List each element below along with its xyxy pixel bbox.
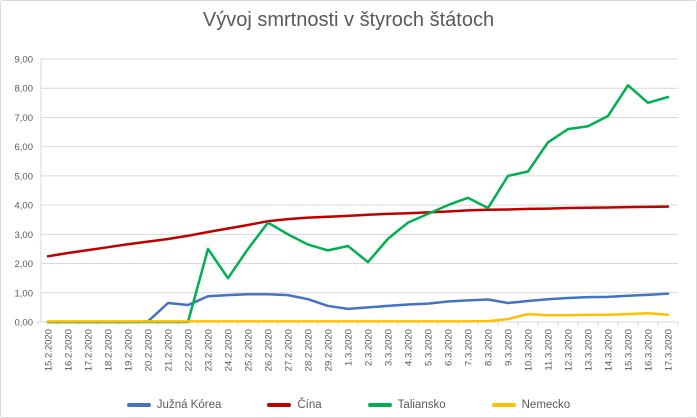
x-axis-label: 17.2.2020 xyxy=(84,329,95,371)
x-axis-label: 28.2.2020 xyxy=(304,329,315,371)
series-line-ju-n-k-rea xyxy=(46,292,670,324)
x-axis-label: 15.3.2020 xyxy=(624,329,635,371)
x-axis-label: 2.3.2020 xyxy=(364,329,375,366)
x-axis-label: 8.3.2020 xyxy=(484,329,495,366)
legend-label-juzna-korea: Južná Kórea xyxy=(156,399,222,411)
y-axis-label: 0,00 xyxy=(15,318,34,329)
x-axis-label: 10.3.2020 xyxy=(524,329,535,371)
x-axis-label: 16.2.2020 xyxy=(64,329,75,371)
x-axis-label: 19.2.2020 xyxy=(124,329,135,371)
y-axis-label: 9,00 xyxy=(15,55,34,66)
legend-swatch-nemecko xyxy=(491,403,516,407)
y-axis-label: 7,00 xyxy=(15,113,34,124)
x-axis-label: 15.2.2020 xyxy=(44,329,55,371)
y-axis-label: 1,00 xyxy=(15,288,34,299)
legend-label-nemecko: Nemecko xyxy=(521,399,571,411)
x-axis-label: 16.3.2020 xyxy=(644,329,655,371)
x-axis-label: 3.3.2020 xyxy=(384,329,395,366)
legend: Južná Kórea Čína Taliansko Nemecko xyxy=(1,399,696,411)
y-axis-label: 3,00 xyxy=(15,230,34,241)
series-line-nemecko xyxy=(46,311,670,323)
x-axis-label: 21.2.2020 xyxy=(164,329,175,371)
y-axis-label: 4,00 xyxy=(15,201,34,212)
x-axis-label: 23.2.2020 xyxy=(204,329,215,371)
series-line-taliansko xyxy=(46,84,670,324)
y-axis-label: 6,00 xyxy=(15,142,34,153)
x-axis-label: 17.3.2020 xyxy=(664,329,675,371)
legend-item-nemecko: Nemecko xyxy=(491,399,571,411)
legend-item-cina: Čína xyxy=(267,399,322,411)
series-line--na xyxy=(46,205,670,258)
legend-label-taliansko: Taliansko xyxy=(397,399,446,411)
x-axis-label: 14.3.2020 xyxy=(604,329,615,371)
legend-swatch-juzna-korea xyxy=(126,403,151,407)
x-axis-label: 13.3.2020 xyxy=(584,329,595,371)
x-axis-label: 12.3.2020 xyxy=(564,329,575,371)
x-axis-label: 1.3.2020 xyxy=(344,329,355,366)
x-axis-label: 5.3.2020 xyxy=(424,329,435,366)
x-axis-label: 24.2.2020 xyxy=(224,329,235,371)
x-axis-label: 26.2.2020 xyxy=(264,329,275,371)
x-axis-label: 18.2.2020 xyxy=(104,329,115,371)
chart-title: Vývoj smrtnosti v štyroch štátoch xyxy=(202,9,495,31)
x-axis-label: 6.3.2020 xyxy=(444,329,455,366)
legend-item-taliansko: Taliansko xyxy=(367,399,446,411)
x-axis-label: 22.2.2020 xyxy=(184,329,195,371)
legend-swatch-cina xyxy=(267,403,292,407)
legend-label-cina: Čína xyxy=(297,399,322,411)
y-axis-label: 5,00 xyxy=(15,171,34,182)
x-axis-label: 11.3.2020 xyxy=(544,329,555,371)
x-axis-label: 25.2.2020 xyxy=(244,329,255,371)
x-axis-label: 4.3.2020 xyxy=(404,329,415,366)
y-axis-label: 8,00 xyxy=(15,84,34,95)
x-axis-label: 29.2.2020 xyxy=(324,329,335,371)
x-axis-label: 27.2.2020 xyxy=(284,329,295,371)
y-axis-label: 2,00 xyxy=(15,259,34,270)
legend-item-juzna-korea: Južná Kórea xyxy=(126,399,222,411)
x-axis-label: 9.3.2020 xyxy=(504,329,515,366)
x-axis-label: 7.3.2020 xyxy=(464,329,475,366)
x-axis-label: 20.2.2020 xyxy=(144,329,155,371)
legend-swatch-taliansko xyxy=(367,403,392,407)
